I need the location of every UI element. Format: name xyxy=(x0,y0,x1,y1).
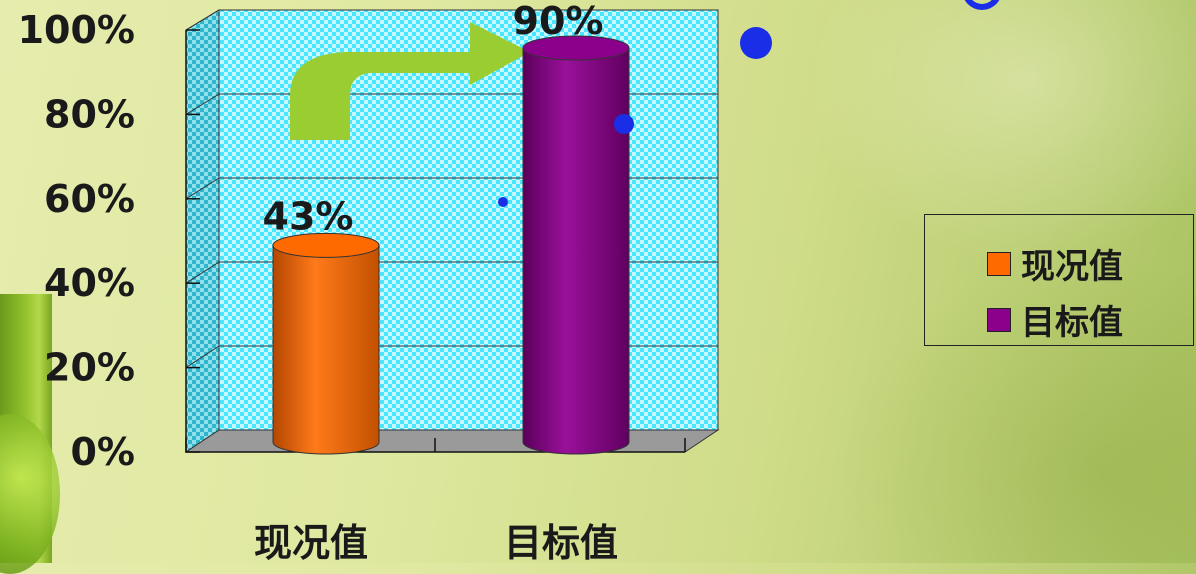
legend-item-target: 目标值 xyxy=(987,295,1123,344)
bar-top xyxy=(522,35,630,61)
legend-swatch-target xyxy=(987,307,1011,332)
y-tick-label: 60% xyxy=(44,177,135,221)
bars xyxy=(272,35,630,455)
data-label: 90% xyxy=(513,0,604,43)
legend-item-current: 现况值 xyxy=(987,239,1123,288)
legend: 现况值 目标值 xyxy=(924,214,1194,346)
data-label: 43% xyxy=(263,194,354,238)
bar-top xyxy=(272,232,380,258)
gridline-side xyxy=(185,261,220,284)
y-tick-label: 80% xyxy=(44,92,135,136)
bar-body xyxy=(272,244,380,455)
gridline-side xyxy=(185,177,220,200)
bar-body xyxy=(522,47,630,455)
y-tick-label: 0% xyxy=(70,430,135,474)
legend-swatch-current xyxy=(987,251,1011,276)
decorative-dot xyxy=(740,27,772,59)
plot-side-wall xyxy=(185,9,220,453)
data-labels: 43% 90% xyxy=(263,0,604,238)
decorative-dot xyxy=(614,114,634,134)
x-category-label: 现况值 xyxy=(254,521,368,563)
leaf-decoration xyxy=(0,294,60,574)
plot-floor xyxy=(184,429,720,453)
gridline-side xyxy=(185,93,220,115)
y-tick-label: 20% xyxy=(44,346,135,390)
growth-arrow-icon xyxy=(290,22,530,140)
decorative-dot xyxy=(498,197,508,207)
x-axis: 现况值 目标值 xyxy=(185,438,686,563)
gridline-side xyxy=(185,9,220,31)
bar-1 xyxy=(522,35,630,455)
x-category-label: 目标值 xyxy=(504,521,618,563)
y-tick-label: 100% xyxy=(18,8,135,52)
legend-label-current: 现况值 xyxy=(1021,247,1123,287)
bar-0 xyxy=(272,232,380,455)
y-axis: 0% 20% 40% 60% 80% 100% xyxy=(18,8,200,474)
y-tick-label: 40% xyxy=(44,261,135,305)
legend-label-target: 目标值 xyxy=(1021,303,1123,343)
gridline-side xyxy=(185,345,220,369)
